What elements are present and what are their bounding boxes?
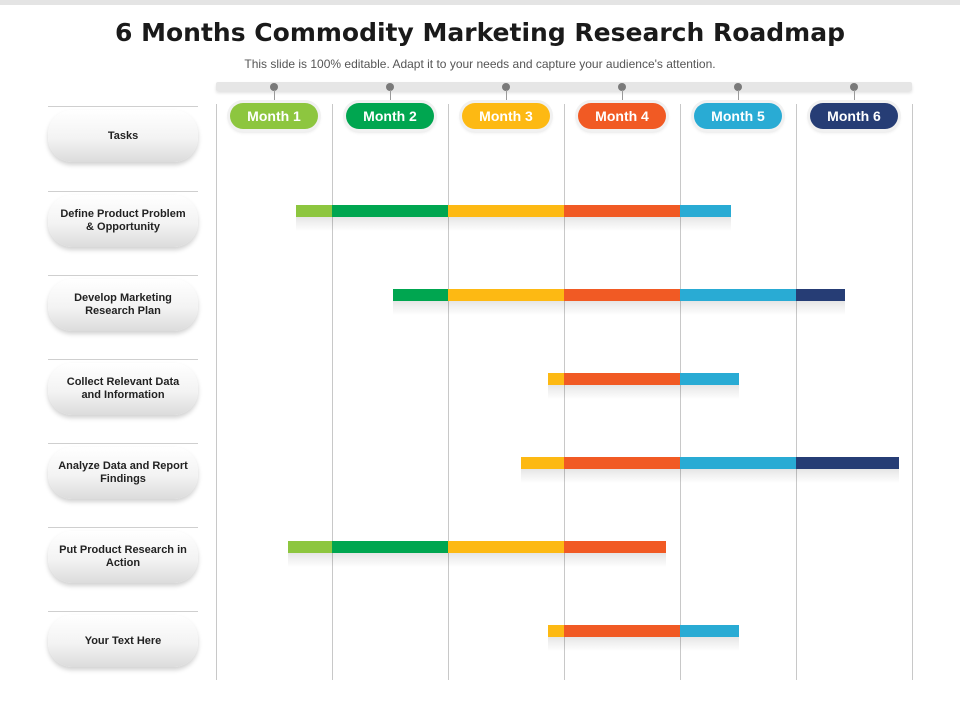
task-bar-segment [680,205,732,217]
month-gridline [216,104,217,680]
month-pill-2: Month 2 [346,103,434,129]
month-gridline [796,104,797,680]
task-bar [0,625,960,651]
timeline-dot [734,83,742,91]
timeline-dot [386,83,394,91]
task-bar-segment [564,205,680,217]
task-label: Develop Marketing Research Plan [48,279,198,331]
task-bar-shadow [547,637,740,651]
task-bar [0,373,960,399]
task-bar-segment [564,289,680,301]
timeline-stem [853,90,855,104]
task-bar [0,289,960,315]
timeline-stem [505,90,507,104]
month-gridline [912,104,913,680]
task-separator [48,527,198,528]
month-gridline [448,104,449,680]
task-label: Your Text Here [48,615,198,667]
task-bar-segment [564,457,680,469]
month-pill-3: Month 3 [462,103,550,129]
task-bar-shadow [287,553,667,567]
timeline-dot [502,83,510,91]
timeline-stem [737,90,739,104]
month-pill-4: Month 4 [578,103,666,129]
task-label: Define Product Problem & Opportunity [48,195,198,247]
task-bar [0,541,960,567]
task-bar-segment [332,541,448,553]
timeline-stem [273,90,275,104]
task-bar-shadow [521,469,900,483]
task-bar-segment [796,289,845,301]
task-bar-segment [564,541,667,553]
task-bar-segment [287,541,332,553]
page-subtitle: This slide is 100% editable. Adapt it to… [244,57,716,71]
task-bar-segment [393,289,448,301]
month-gridline [332,104,333,680]
task-separator [48,611,198,612]
task-bar-shadow [547,385,740,399]
task-bar-segment [796,457,900,469]
timeline-stem [389,90,391,104]
task-bar-segment [448,289,564,301]
month-pill-6: Month 6 [810,103,898,129]
timeline-bar [216,82,912,91]
task-separator [48,275,198,276]
task-label: Analyze Data and Report Findings [48,447,198,499]
task-bar-segment [564,625,680,637]
task-bar-segment [564,373,680,385]
timeline-dot [618,83,626,91]
task-bar-segment [680,625,740,637]
task-bar-segment [680,373,740,385]
timeline-stem [621,90,623,104]
timeline-dot [850,83,858,91]
header-separator [48,106,198,107]
task-bar-segment [680,457,796,469]
tasks-header: Tasks [48,110,198,162]
task-separator [48,359,198,360]
task-bar-shadow [296,217,732,231]
task-bar-segment [680,289,796,301]
month-pill-1: Month 1 [230,103,318,129]
task-label: Put Product Research in Action [48,531,198,583]
task-bar [0,457,960,483]
task-label: Collect Relevant Data and Information [48,363,198,415]
month-gridline [564,104,565,680]
month-gridline [680,104,681,680]
task-bar-segment [547,625,564,637]
task-separator [48,191,198,192]
task-bar-segment [521,457,564,469]
task-bar-shadow [393,301,845,315]
task-bar-segment [332,205,448,217]
task-separator [48,443,198,444]
task-bar-segment [296,205,332,217]
task-bar-segment [547,373,564,385]
task-bar-segment [448,541,564,553]
timeline-dot [270,83,278,91]
task-bar-segment [448,205,564,217]
page-title: 6 Months Commodity Marketing Research Ro… [115,18,845,47]
month-pill-5: Month 5 [694,103,782,129]
top-strip [0,0,960,5]
task-bar [0,205,960,231]
